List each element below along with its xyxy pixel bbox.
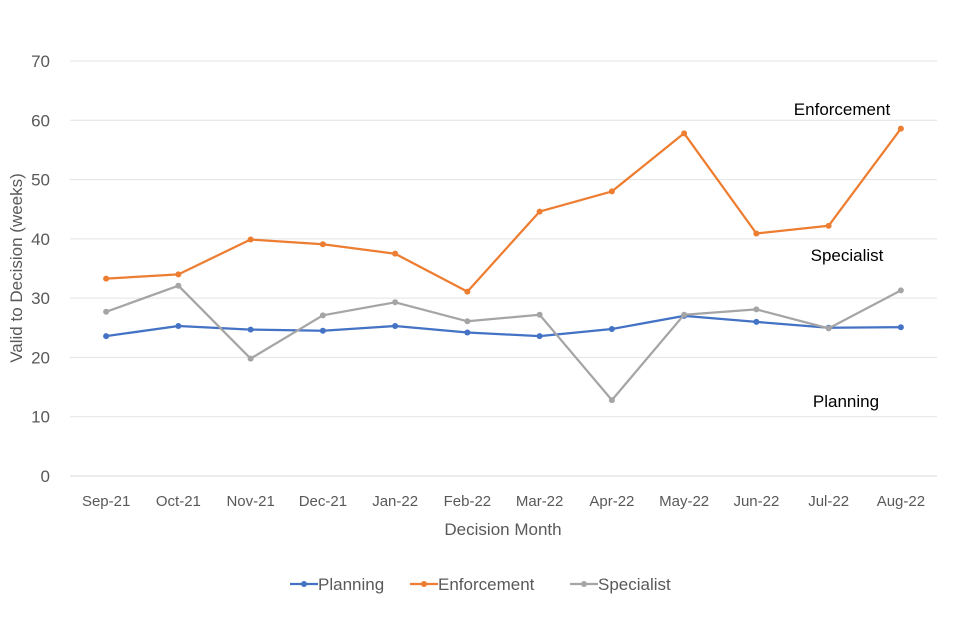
legend-marker-planning (301, 581, 307, 587)
data-point-specialist (825, 325, 832, 332)
data-point-planning (464, 329, 471, 336)
x-tick-label: Dec-21 (299, 493, 347, 510)
x-axis-title: Decision Month (444, 520, 561, 539)
series-line-enforcement (104, 127, 903, 293)
data-point-specialist (753, 306, 760, 313)
annotation-planning: Planning (813, 392, 879, 411)
y-tick-label: 0 (41, 467, 50, 486)
series-line-planning (104, 314, 903, 338)
legend-label-planning: Planning (318, 575, 384, 594)
data-point-specialist (536, 311, 543, 318)
data-point-planning (175, 323, 182, 330)
gridlines (70, 60, 937, 477)
data-point-enforcement (753, 230, 760, 237)
x-tick-label: May-22 (659, 493, 709, 510)
x-tick-label: Jul-22 (808, 493, 849, 510)
legend-label-specialist: Specialist (598, 575, 671, 594)
data-point-specialist (464, 318, 471, 325)
y-tick-label: 10 (31, 408, 50, 427)
legend-label-enforcement: Enforcement (438, 575, 535, 594)
data-point-planning (247, 326, 254, 333)
data-point-specialist (175, 282, 182, 289)
x-tick-label: Aug-22 (877, 493, 925, 510)
x-tick-label: Jun-22 (733, 493, 779, 510)
x-tick-label: Mar-22 (516, 493, 564, 510)
y-tick-label: 50 (31, 171, 50, 190)
data-point-enforcement (681, 130, 688, 137)
x-tick-label: Oct-21 (156, 493, 201, 510)
data-point-enforcement (175, 271, 182, 278)
y-tick-label: 40 (31, 230, 50, 249)
y-axis-title: Valid to Decision (weeks) (7, 173, 26, 363)
data-point-specialist (103, 308, 110, 315)
data-point-specialist (247, 355, 254, 362)
data-point-planning (608, 325, 615, 332)
data-point-planning (103, 333, 110, 340)
y-tick-label: 70 (31, 52, 50, 71)
data-point-enforcement (464, 288, 471, 295)
annotation-enforcement: Enforcement (794, 100, 891, 119)
y-tick-label: 20 (31, 348, 50, 367)
annotation-specialist: Specialist (811, 246, 884, 265)
data-point-planning (753, 318, 760, 325)
x-tick-label: Apr-22 (589, 493, 634, 510)
data-point-specialist (392, 299, 399, 306)
y-tick-label: 30 (31, 289, 50, 308)
x-tick-label: Feb-22 (444, 493, 492, 510)
data-point-planning (897, 324, 904, 331)
data-point-planning (392, 323, 399, 330)
data-point-specialist (608, 397, 615, 404)
x-tick-label: Sep-21 (82, 493, 130, 510)
y-axis-ticks: 0 10 20 30 40 50 60 70 (31, 52, 50, 486)
data-point-enforcement (319, 241, 326, 248)
data-point-enforcement (897, 125, 904, 132)
legend-marker-specialist (581, 581, 587, 587)
data-point-enforcement (392, 250, 399, 257)
data-point-specialist (681, 311, 688, 318)
data-point-specialist (897, 287, 904, 294)
series-group (103, 125, 904, 404)
x-tick-label: Jan-22 (372, 493, 418, 510)
y-tick-label: 60 (31, 111, 50, 130)
legend-marker-enforcement (421, 581, 427, 587)
legend: Planning Enforcement Specialist (290, 575, 671, 594)
x-tick-label: Nov-21 (226, 493, 274, 510)
data-point-enforcement (825, 222, 832, 229)
x-axis-ticks: Sep-21 Oct-21 Nov-21 Dec-21 Jan-22 Feb-22 Mar-… (82, 493, 925, 510)
data-point-planning (536, 333, 543, 340)
data-point-specialist (319, 312, 326, 319)
data-point-enforcement (247, 236, 254, 243)
series-line-specialist (104, 284, 903, 402)
data-point-enforcement (103, 275, 110, 282)
data-point-planning (319, 327, 326, 334)
data-point-enforcement (608, 188, 615, 195)
data-point-enforcement (536, 208, 543, 215)
